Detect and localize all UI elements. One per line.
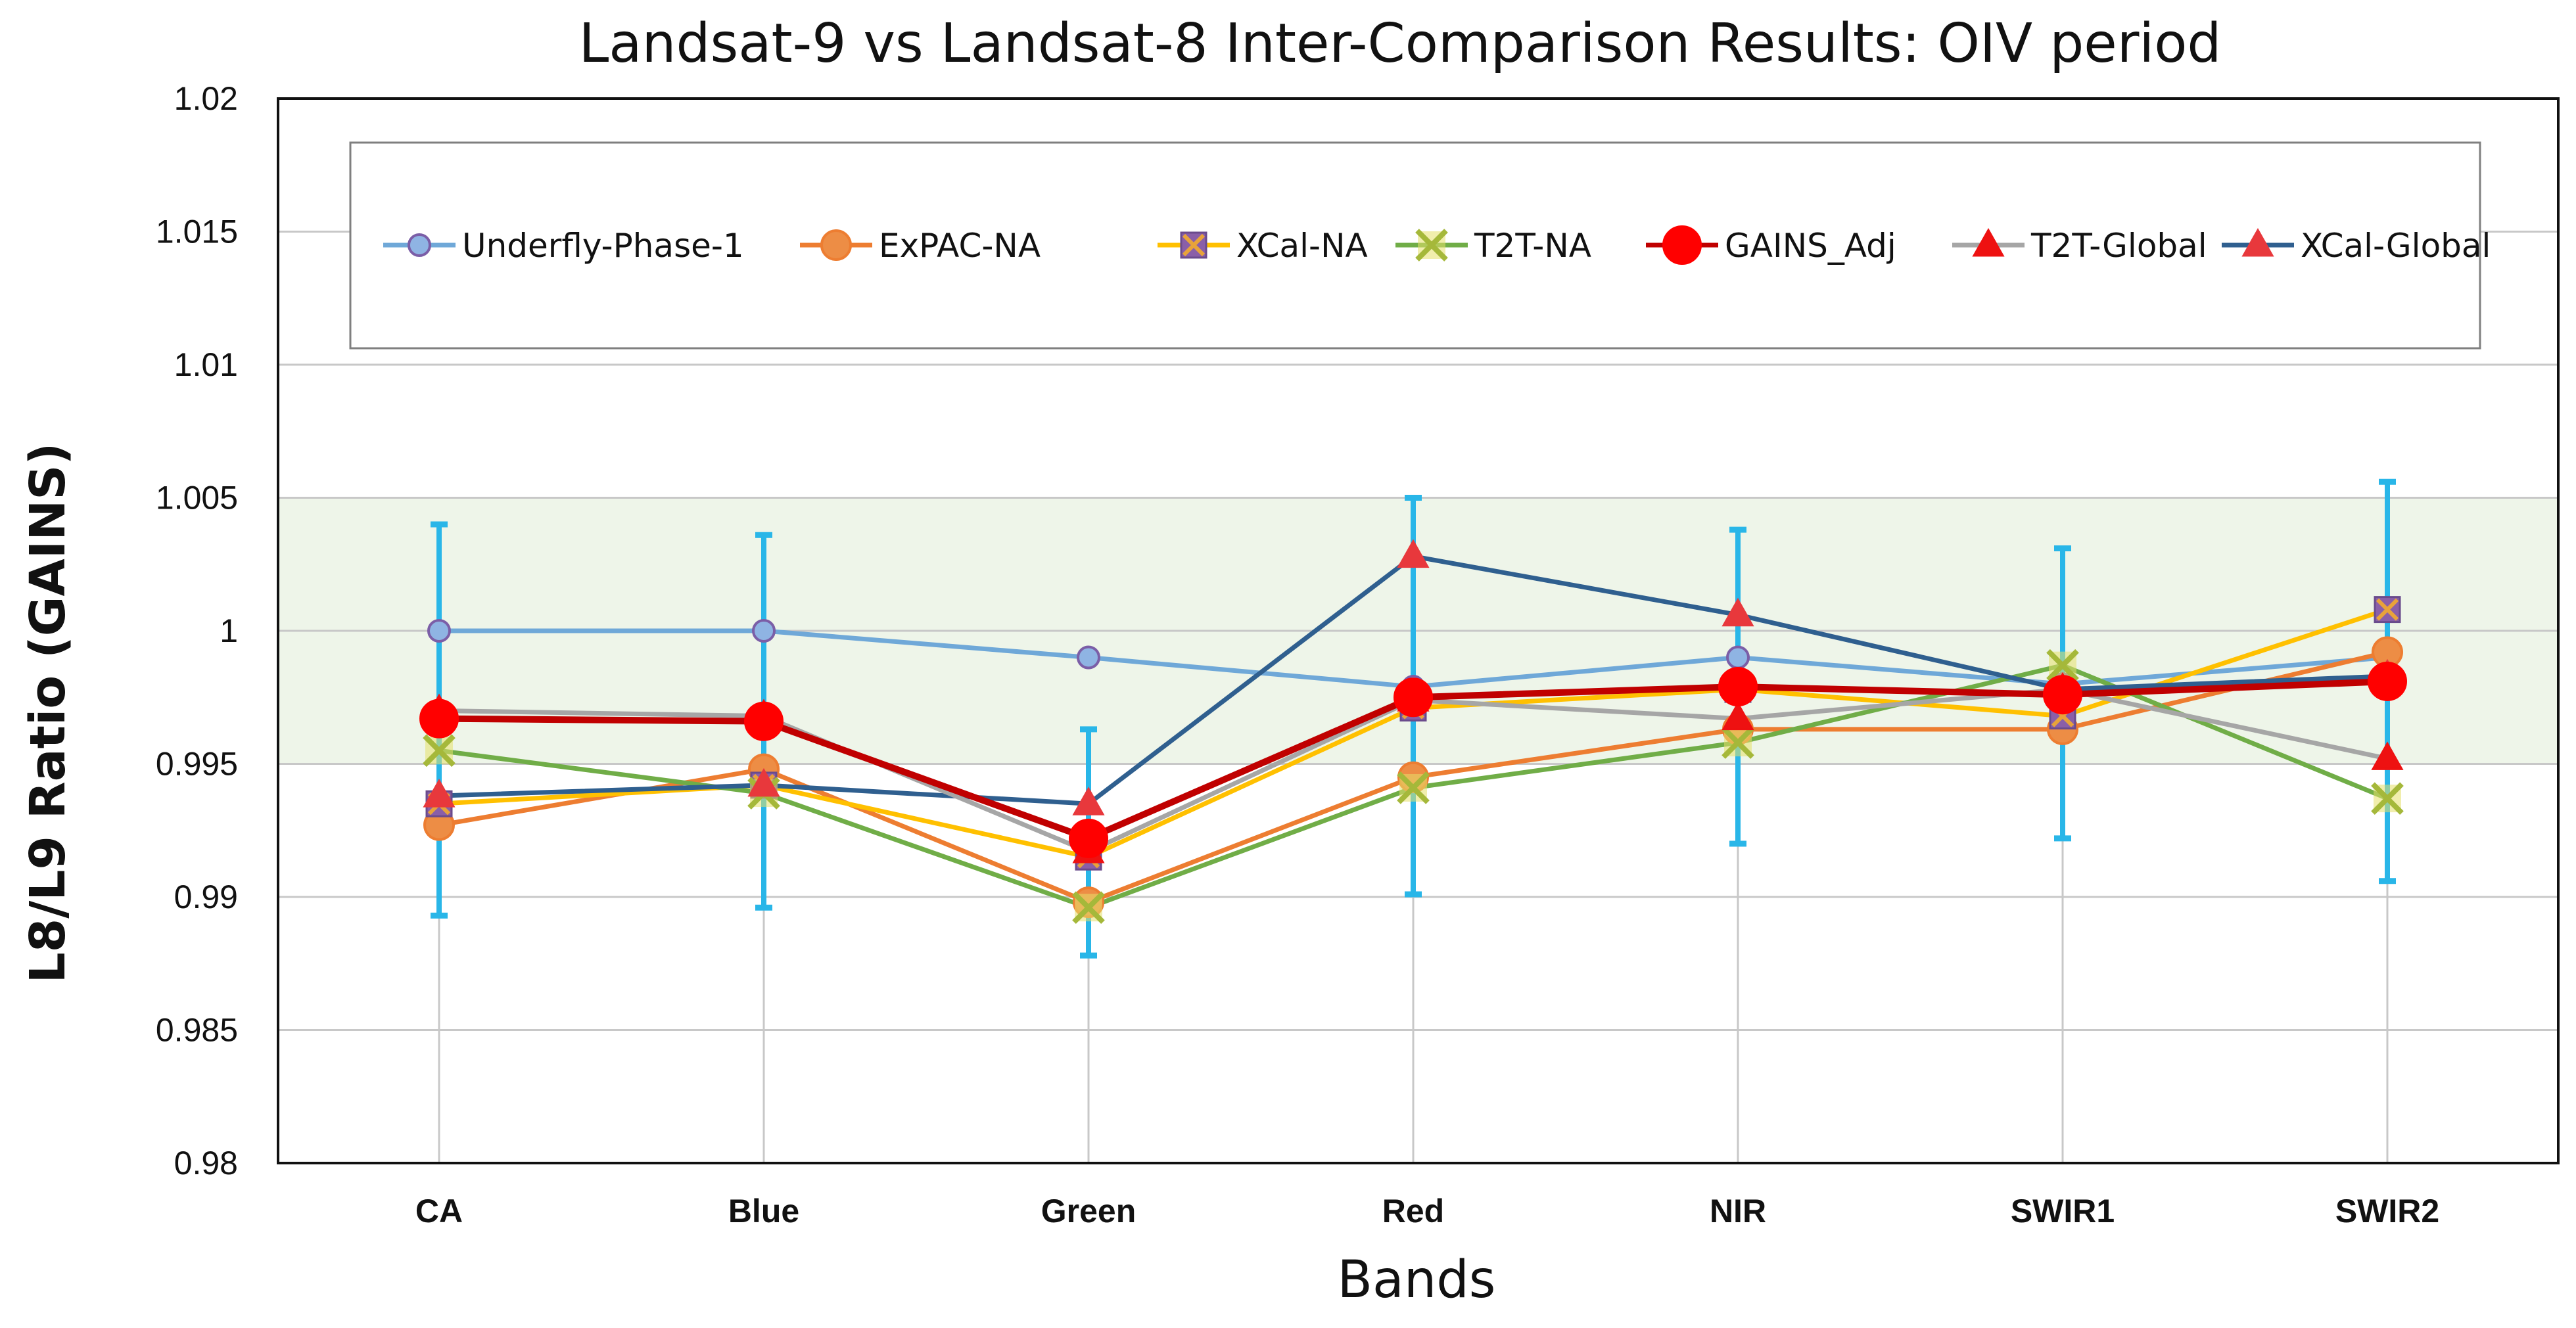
x-tick-label: Blue xyxy=(728,1193,799,1229)
y-axis-title: L8/L9 Ratio (GAINS) xyxy=(20,443,76,984)
plot-area-frame xyxy=(277,97,2560,1164)
x-tick-label: Green xyxy=(1041,1193,1136,1229)
legend-label: GAINS_Adj xyxy=(1725,227,1896,265)
marker-gains-adj xyxy=(2368,661,2407,701)
legend-item-gains-adj: GAINS_Adj xyxy=(1646,225,1896,265)
marker-t2t-na xyxy=(2371,782,2404,815)
marker-underfly-phase-1 xyxy=(1726,645,1750,670)
legend-label: T2T-NA xyxy=(1474,227,1591,265)
marker-xcal-global xyxy=(1072,787,1105,815)
legend-swatch-marker xyxy=(820,229,852,261)
x-axis-ticks: CA Blue Green Red NIR SWIR1 SWIR2 xyxy=(415,1193,2439,1229)
y-tick-label: 1.02 xyxy=(174,80,238,117)
x-tick-label: SWIR1 xyxy=(2011,1193,2115,1229)
x-axis-title: Bands xyxy=(1338,1250,1496,1310)
legend-swatch-marker xyxy=(1972,227,2005,257)
marker-gains-adj xyxy=(419,698,459,739)
marker-cross xyxy=(1415,229,1448,262)
y-tick-label: 1 xyxy=(220,612,238,649)
marker-gains-adj xyxy=(744,701,784,741)
marker-xcal-global xyxy=(423,779,456,808)
y-tick-label: 1.01 xyxy=(174,346,238,383)
legend-item-t2t-na: T2T-NA xyxy=(1395,227,1591,265)
marker-underfly-phase-1 xyxy=(427,619,451,643)
marker-xcal-global xyxy=(1721,597,1754,627)
x-tick-label: SWIR2 xyxy=(2335,1193,2439,1229)
marker-t2t-global xyxy=(1721,701,1754,731)
marker-gains-adj xyxy=(1718,667,1758,707)
series-markers xyxy=(419,539,2407,925)
y-axis-ticks: 0.98 0.985 0.99 0.995 1 1.005 1.01 1.015 1.02 xyxy=(156,80,238,1181)
marker-t2t-na xyxy=(1072,891,1105,925)
marker-cross xyxy=(1721,726,1754,759)
legend-item-xcal-global: XCal-Global xyxy=(2222,227,2491,265)
y-tick-label: 1.015 xyxy=(156,214,238,250)
legend-label: XCal-Global xyxy=(2301,227,2491,265)
legend-swatch-marker xyxy=(408,233,431,257)
legend-label: Underfly-Phase-1 xyxy=(462,227,744,265)
legend-label: ExPAC-NA xyxy=(879,227,1041,265)
legend: Underfly-Phase-1 ExPAC-NA XCal-NA T2T-NA GAI… xyxy=(349,141,2491,350)
marker-xcal-global xyxy=(747,767,780,797)
marker-gains-adj xyxy=(1393,677,1433,718)
legend-item-xcal-na: XCal-NA xyxy=(1158,227,1368,265)
x-tick-label: NIR xyxy=(1710,1193,1766,1229)
marker-cross xyxy=(1072,891,1105,925)
marker-cross xyxy=(2046,649,2079,682)
x-tick-label: CA xyxy=(415,1193,463,1229)
marker-cross xyxy=(2376,598,2399,621)
marker-cross xyxy=(423,734,456,767)
y-tick-label: 0.99 xyxy=(174,879,238,915)
legend-item-t2t-global: T2T-Global xyxy=(1952,227,2207,265)
marker-t2t-global xyxy=(2371,741,2404,770)
chart-title: Landsat-9 vs Landsat-8 Inter-Comparison … xyxy=(579,12,2222,75)
y-tick-label: 0.985 xyxy=(156,1012,238,1049)
marker-cross xyxy=(1182,233,1206,257)
legend-label: XCal-NA xyxy=(1236,227,1368,265)
marker-xcal-na xyxy=(2374,596,2401,624)
marker-underfly-phase-1 xyxy=(752,619,776,643)
legend-item-expac-na: ExPAC-NA xyxy=(800,227,1041,265)
marker-t2t-na xyxy=(1397,771,1430,804)
y-tick-label: 0.995 xyxy=(156,746,238,783)
marker-underfly-phase-1 xyxy=(1077,645,1100,670)
legend-swatch-marker xyxy=(1662,225,1702,265)
marker-cross xyxy=(2371,782,2404,815)
legend-label: T2T-Global xyxy=(2030,227,2207,265)
marker-xcal-global xyxy=(1397,539,1430,568)
marker-t2t-na xyxy=(423,734,456,767)
marker-t2t-na xyxy=(1721,726,1754,759)
y-tick-label: 0.98 xyxy=(174,1145,238,1181)
marker-gains-adj xyxy=(2043,675,2082,715)
legend-item-underfly-phase-1: Underfly-Phase-1 xyxy=(383,227,744,265)
legend-swatch-marker xyxy=(1180,231,1207,259)
legend-swatch-marker xyxy=(1415,229,1448,262)
x-tick-label: Red xyxy=(1382,1193,1444,1229)
marker-gains-adj xyxy=(1069,818,1108,858)
legend-swatch-marker xyxy=(2241,227,2274,257)
y-tick-label: 1.005 xyxy=(156,480,238,516)
marker-cross xyxy=(1397,771,1430,804)
